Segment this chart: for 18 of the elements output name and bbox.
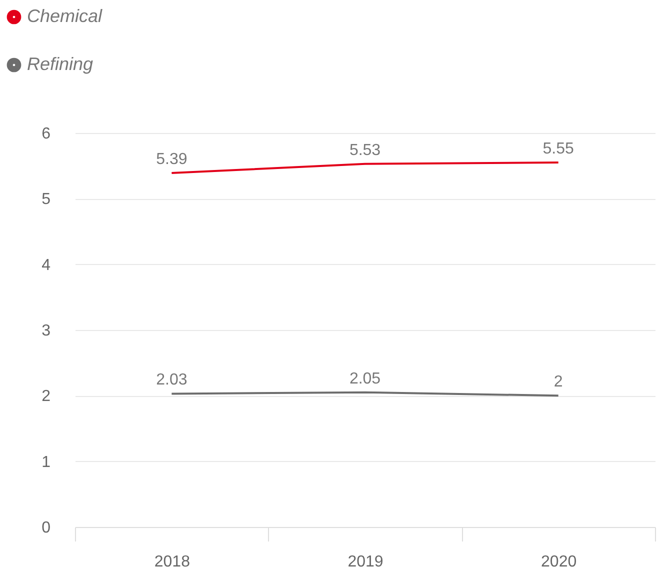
data-label: 2.05 xyxy=(349,370,381,388)
y-tick-label: 2 xyxy=(42,388,51,406)
y-tick-label: 5 xyxy=(42,191,51,208)
y-tick-label: 3 xyxy=(42,322,51,340)
data-label: 5.53 xyxy=(349,142,381,159)
legend-label: Chemical xyxy=(27,6,104,26)
x-tick-label: 2019 xyxy=(348,554,384,570)
y-tick-label: 1 xyxy=(42,454,51,471)
data-label: 2.03 xyxy=(156,372,188,389)
legend-label: Refining xyxy=(27,54,94,74)
data-label: 5.39 xyxy=(156,151,188,168)
y-tick-label: 6 xyxy=(42,126,51,142)
data-label: 5.55 xyxy=(542,140,574,158)
y-tick-label: 4 xyxy=(42,256,51,274)
data-label: 2 xyxy=(554,374,563,391)
y-tick-label: 0 xyxy=(42,520,51,536)
x-tick-label: 2018 xyxy=(154,554,190,570)
x-tick-label: 2020 xyxy=(541,554,577,570)
